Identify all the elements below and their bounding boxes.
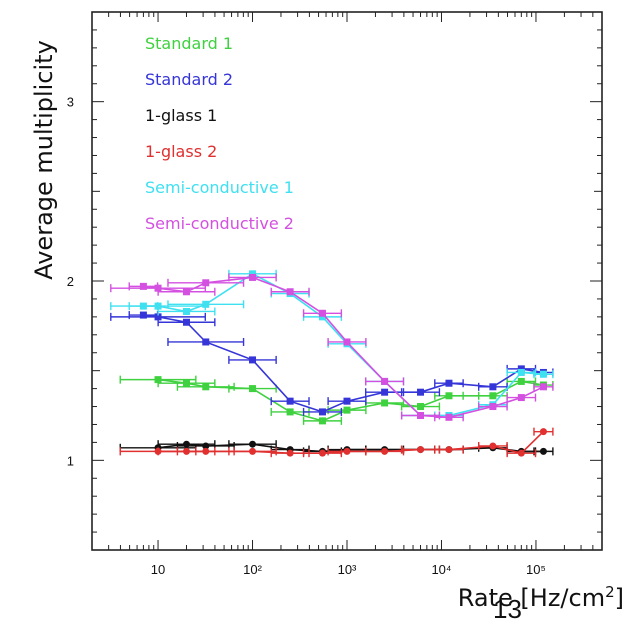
- data-point: [139, 311, 147, 319]
- data-point: [381, 399, 389, 407]
- data-point: [202, 300, 210, 308]
- data-point: [517, 365, 525, 373]
- legend-entry: 1-glass 1: [145, 106, 217, 125]
- data-point: [318, 313, 326, 321]
- data-point: [249, 447, 257, 455]
- data-point: [489, 403, 497, 411]
- data-point: [489, 392, 497, 400]
- data-point: [182, 307, 190, 315]
- data-point: [489, 442, 497, 450]
- data-point: [286, 288, 294, 296]
- x-tick-label: 10⁴: [431, 562, 451, 577]
- series-1: [119, 375, 554, 425]
- data-point: [202, 279, 210, 287]
- plot-marks: [110, 269, 554, 458]
- x-axis-title: Rate [Hz/cm2]: [458, 583, 624, 612]
- axis-ticks: 10 10² 10³ 10⁴ 10⁵ 1 2 3: [67, 12, 603, 577]
- x-tick-label: 10²: [243, 562, 262, 577]
- y-axis-title: Average multiplicity: [30, 40, 58, 280]
- series-4: [119, 427, 554, 458]
- legend-entry: Standard 2: [145, 70, 233, 89]
- data-point: [202, 447, 210, 455]
- data-point: [539, 428, 547, 436]
- data-point: [539, 370, 547, 378]
- data-point: [318, 309, 326, 317]
- data-point: [539, 383, 547, 391]
- data-point: [517, 449, 525, 457]
- legend-entry: Semi-conductive 1: [145, 178, 294, 197]
- data-point: [182, 288, 190, 296]
- series-2: [110, 311, 554, 416]
- data-point: [286, 449, 294, 457]
- page-number: 13: [493, 594, 522, 624]
- y-tick-label: 3: [67, 95, 74, 110]
- data-point: [445, 446, 453, 454]
- data-point: [417, 403, 425, 411]
- data-point: [343, 338, 351, 346]
- x-tick-label: 10: [151, 562, 165, 577]
- data-point: [445, 379, 453, 387]
- data-point: [489, 383, 497, 391]
- data-point: [286, 408, 294, 416]
- series-6: [110, 273, 554, 422]
- data-point: [539, 447, 547, 455]
- data-point: [517, 368, 525, 376]
- legend-entry: Semi-conductive 2: [145, 214, 294, 233]
- data-point: [154, 313, 162, 321]
- legend: Standard 1 Standard 2 1-glass 1 1-glass 2 Se…: [145, 34, 294, 233]
- data-point: [343, 406, 351, 414]
- data-point: [182, 379, 190, 387]
- data-point: [417, 412, 425, 419]
- data-point: [343, 447, 351, 455]
- data-point: [517, 394, 525, 402]
- data-point: [249, 440, 257, 448]
- data-point: [417, 446, 425, 454]
- data-point: [343, 397, 351, 405]
- data-point: [154, 302, 162, 310]
- data-point: [249, 270, 257, 278]
- data-point: [139, 282, 147, 290]
- y-tick-label: 2: [67, 274, 74, 289]
- data-point: [445, 413, 453, 421]
- legend-entry: Standard 1: [145, 34, 233, 53]
- data-point: [249, 385, 257, 393]
- y-tick-label: 1: [67, 453, 74, 468]
- data-point: [417, 388, 425, 396]
- data-point: [318, 449, 326, 457]
- data-point: [202, 383, 210, 391]
- data-point: [202, 338, 210, 346]
- data-point: [381, 447, 389, 455]
- data-point: [286, 397, 294, 405]
- plot-frame: [91, 11, 603, 551]
- data-point: [381, 388, 389, 396]
- data-point: [202, 442, 210, 450]
- data-point: [517, 377, 525, 385]
- x-tick-label: 10⁵: [526, 562, 546, 577]
- data-point: [182, 318, 190, 326]
- data-point: [318, 408, 326, 416]
- x-tick-label: 10³: [338, 562, 357, 577]
- data-point: [381, 377, 389, 385]
- data-point: [249, 356, 257, 364]
- data-point: [445, 392, 453, 400]
- legend-entry: 1-glass 2: [145, 142, 217, 161]
- data-point: [318, 417, 326, 425]
- data-point: [249, 273, 257, 281]
